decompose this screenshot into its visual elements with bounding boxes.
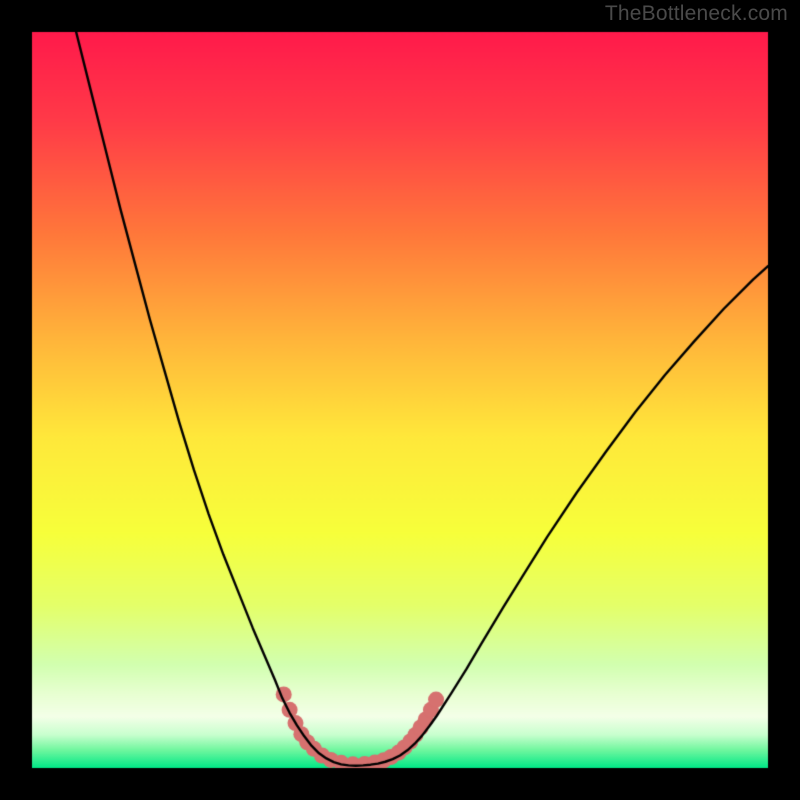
chart-root: TheBottleneck.com: [0, 0, 800, 800]
chart-canvas: [0, 0, 800, 800]
